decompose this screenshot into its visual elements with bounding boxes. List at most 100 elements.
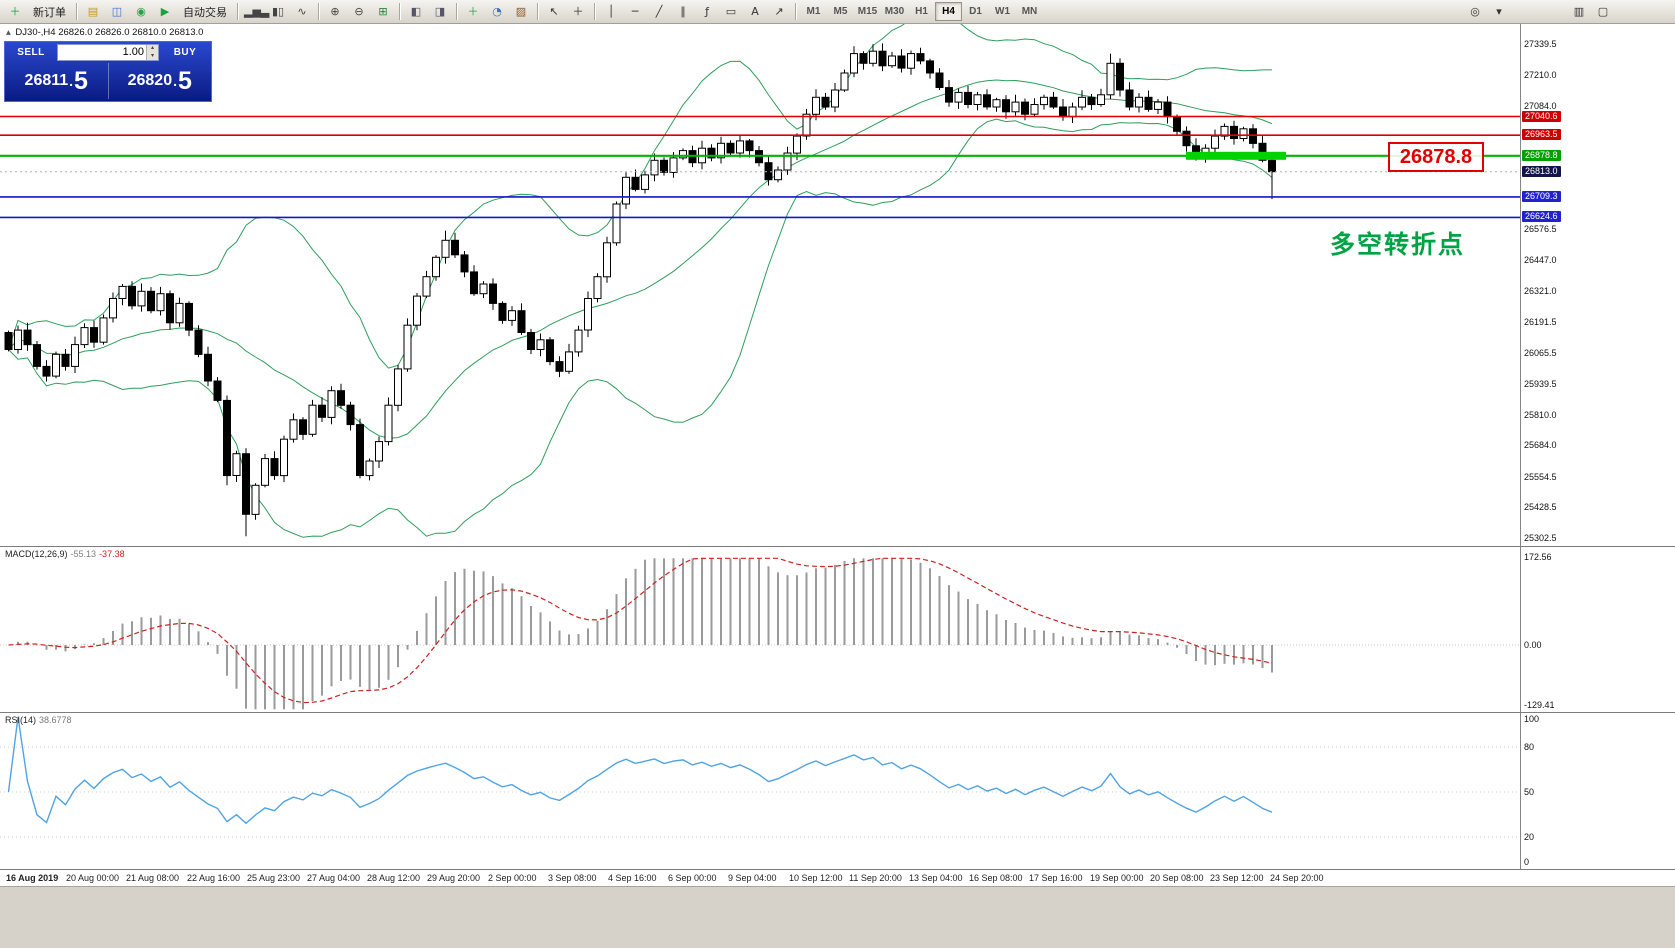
candle xyxy=(403,318,412,372)
toolbar-separator xyxy=(456,3,457,20)
candlestick-chart-icon[interactable]: ▮▯ xyxy=(267,2,289,22)
buy-price[interactable]: 26820. 5 xyxy=(109,63,212,99)
autotrade-play-icon[interactable]: ▶ xyxy=(154,2,176,22)
candle xyxy=(1011,94,1020,116)
time-label: 17 Sep 16:00 xyxy=(1029,873,1083,883)
periods-icon[interactable]: ◔ xyxy=(486,2,508,22)
toolbar-separator xyxy=(76,3,77,20)
timeframe-m1-button[interactable]: M1 xyxy=(800,2,827,21)
candle xyxy=(365,458,374,481)
fibonacci-icon[interactable]: ƒ xyxy=(696,2,718,22)
timeframe-w1-button[interactable]: W1 xyxy=(989,2,1016,21)
fullscreen-icon[interactable]: ▢ xyxy=(1592,2,1614,22)
candle xyxy=(631,169,640,192)
candle xyxy=(517,303,526,335)
autotrade-button[interactable]: 自动交易 xyxy=(178,2,232,22)
volume-stepper[interactable]: 1.00 ▴ ▾ xyxy=(57,44,159,61)
toolbar-options-icon[interactable]: ▾ xyxy=(1488,2,1510,22)
price-badge-26624.6: 26624.6 xyxy=(1522,211,1561,222)
toolbar-separator xyxy=(399,3,400,20)
text-label-icon[interactable]: A xyxy=(744,2,766,22)
arrows-icon[interactable]: ↗ xyxy=(768,2,790,22)
bar-chart-icon[interactable]: ▂▅▃ xyxy=(243,2,269,22)
candle xyxy=(327,386,336,425)
timeframe-h1-button[interactable]: H1 xyxy=(908,2,935,21)
support-highlight-bar[interactable] xyxy=(1186,151,1286,160)
rsi-name: RSI(14) xyxy=(5,715,37,725)
volume-increase-button[interactable]: ▴ xyxy=(150,45,154,51)
candle xyxy=(441,230,450,264)
volume-input[interactable]: 1.00 xyxy=(122,46,144,58)
timeframe-d1-button[interactable]: D1 xyxy=(962,2,989,21)
candle xyxy=(489,278,497,310)
main-chart-canvas[interactable] xyxy=(0,24,1520,545)
price-tick: 27084.0 xyxy=(1524,101,1557,111)
print-icon[interactable]: ▥ xyxy=(1568,2,1590,22)
time-axis[interactable]: 16 Aug 2019 20 Aug 00:00 21 Aug 08:00 22 Au… xyxy=(0,869,1675,886)
chart-window[interactable]: 27339.5 27210.0 27084.0 26576.5 26447.0 26321… xyxy=(0,24,1675,546)
timeframe-h4-button[interactable]: H4 xyxy=(935,2,962,21)
channel-icon[interactable]: ∥ xyxy=(672,2,694,22)
templates-icon[interactable]: ▨ xyxy=(510,2,532,22)
candle xyxy=(1163,96,1172,124)
price-axis[interactable]: 27339.5 27210.0 27084.0 26576.5 26447.0 26321… xyxy=(1520,24,1675,546)
macd-label: MACD(12,26,9) -55.13 -37.38 xyxy=(5,549,125,559)
candle xyxy=(1030,98,1039,118)
rsi-scale-tick: 0 xyxy=(1524,857,1530,867)
price-annotation-box[interactable]: 26878.8 xyxy=(1388,142,1484,172)
shapes-icon[interactable]: ▭ xyxy=(720,2,742,22)
candle xyxy=(869,44,877,67)
grid-icon[interactable]: ⊞ xyxy=(372,2,394,22)
candle xyxy=(907,50,915,75)
candle xyxy=(812,89,820,121)
symbol-period-label: DJ30-,H4 xyxy=(15,27,56,38)
vertical-line-icon[interactable]: │ xyxy=(600,2,622,22)
macd-axis[interactable]: 172.56 0.00 -129.41 xyxy=(1520,547,1675,712)
timeframe-m5-button[interactable]: M5 xyxy=(827,2,854,21)
volume-decrease-button[interactable]: ▾ xyxy=(150,52,154,59)
charts-icon[interactable]: ▤ xyxy=(82,2,104,22)
cursor-icon[interactable]: ↖ xyxy=(543,2,565,22)
tile-windows-icon[interactable]: ◧ xyxy=(405,2,427,22)
candle xyxy=(593,273,602,303)
new-order-button[interactable]: 新订单 xyxy=(28,2,71,22)
line-chart-icon[interactable]: ∿ xyxy=(291,2,313,22)
candle xyxy=(118,284,127,306)
zoom-in-icon[interactable]: ⊕ xyxy=(324,2,346,22)
new-order-icon[interactable]: ＋ xyxy=(4,2,26,22)
turning-point-note[interactable]: 多空转折点 xyxy=(1330,231,1466,259)
crosshair-icon[interactable]: ＋ xyxy=(567,2,589,22)
sell-price[interactable]: 26811. 5 xyxy=(5,63,109,99)
magnifier-icon[interactable]: ◎ xyxy=(1464,2,1486,22)
rsi-panel[interactable]: RSI(14) 38.6778 100 80 50 20 0 xyxy=(0,712,1675,869)
ohlc-values: 26826.0 26826.0 26810.0 26813.0 xyxy=(58,27,204,38)
profiles-icon[interactable]: ◫ xyxy=(106,2,128,22)
macd-panel[interactable]: MACD(12,26,9) -55.13 -37.38 172.56 0.00 -129… xyxy=(0,546,1675,712)
buy-price-dot: . xyxy=(173,73,177,89)
candle xyxy=(726,140,735,156)
timeframe-m15-button[interactable]: M15 xyxy=(854,2,881,21)
rsi-axis[interactable]: 100 80 50 20 0 xyxy=(1520,713,1675,869)
candle xyxy=(992,97,1001,112)
buy-button[interactable]: BUY xyxy=(173,47,197,58)
zoom-out-icon[interactable]: ⊖ xyxy=(348,2,370,22)
horizontal-line-icon[interactable]: ─ xyxy=(624,2,646,22)
add-indicator-icon[interactable]: ＋ xyxy=(462,2,484,22)
cascade-windows-icon[interactable]: ◨ xyxy=(429,2,451,22)
candle xyxy=(831,83,839,113)
timeframe-mn-button[interactable]: MN xyxy=(1016,2,1043,21)
candle xyxy=(109,292,117,323)
timeframe-m30-button[interactable]: M30 xyxy=(881,2,908,21)
candle xyxy=(1182,126,1191,152)
trendline-icon[interactable]: ╱ xyxy=(648,2,670,22)
candle xyxy=(384,397,393,446)
toolbar-separator xyxy=(318,3,319,20)
candle xyxy=(479,281,488,299)
sell-button[interactable]: SELL xyxy=(17,47,45,58)
market-watch-icon[interactable]: ◉ xyxy=(130,2,152,22)
buy-price-frac: 5 xyxy=(177,66,192,95)
time-label: 2 Sep 00:00 xyxy=(488,873,537,883)
time-label: 6 Sep 00:00 xyxy=(668,873,717,883)
candle xyxy=(308,399,317,437)
candle xyxy=(546,337,554,366)
